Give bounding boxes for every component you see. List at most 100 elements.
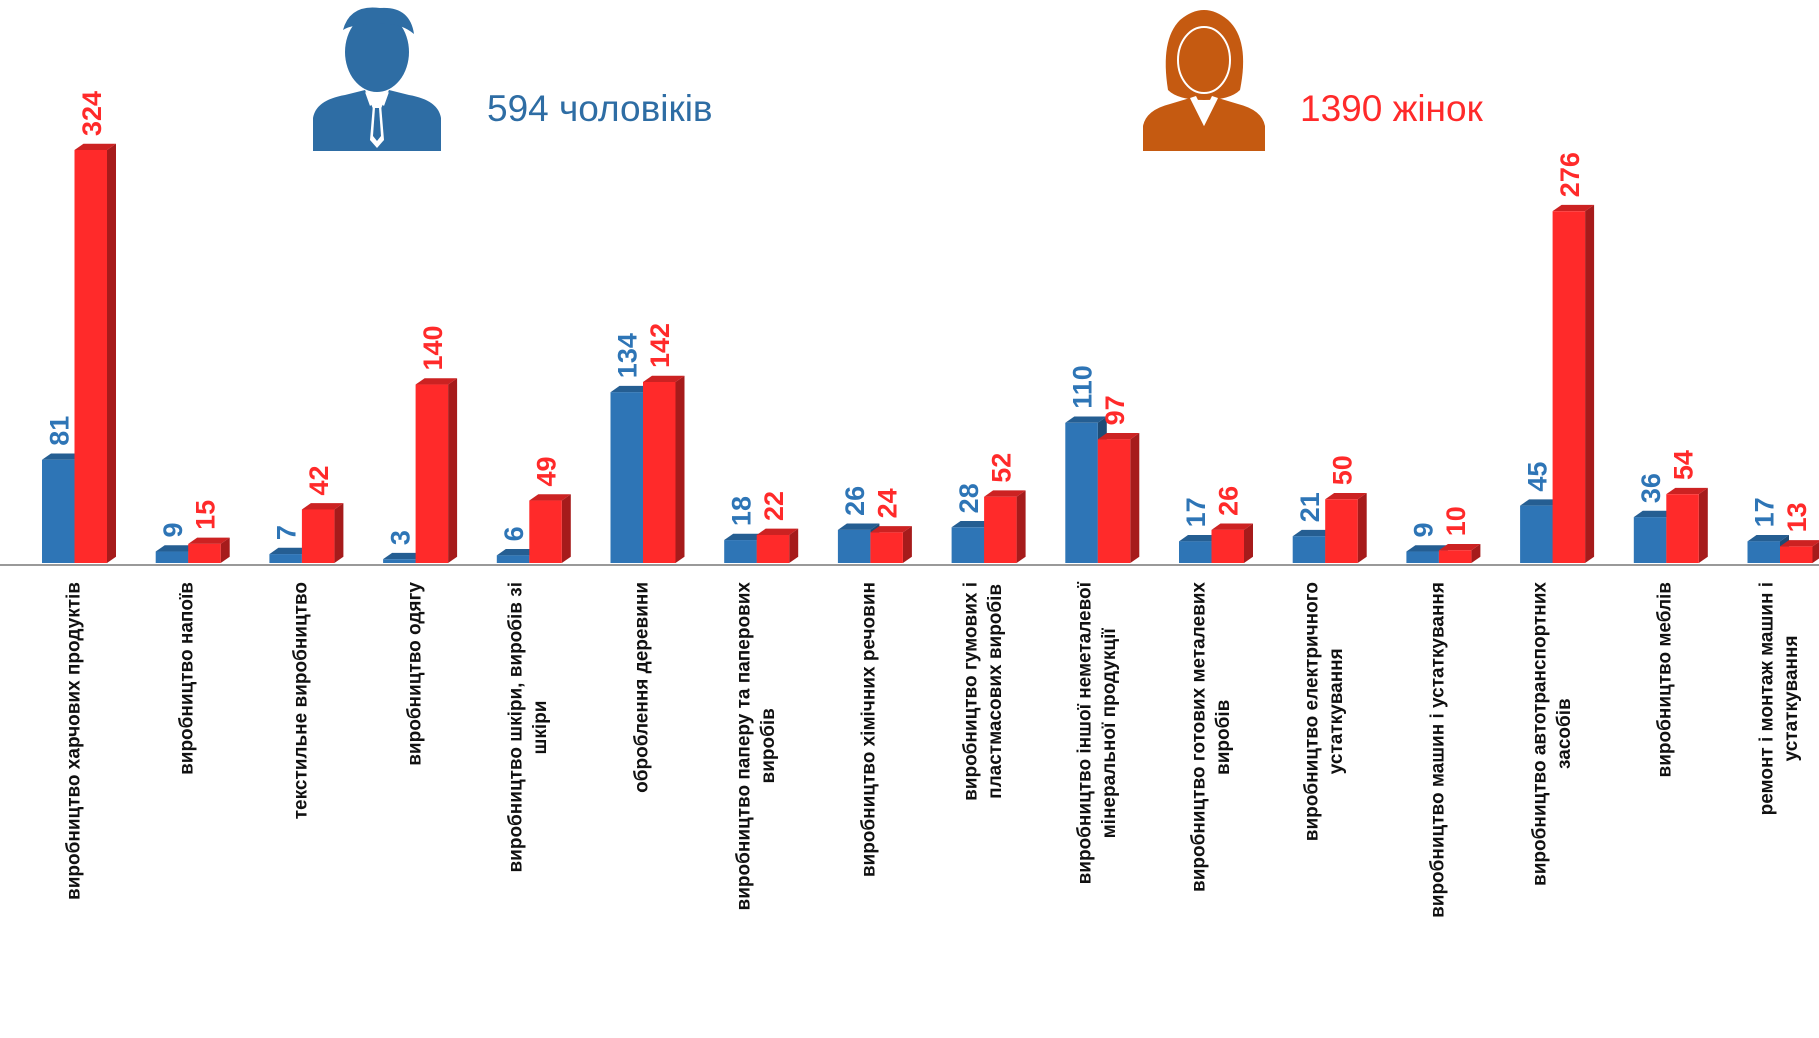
bar [756,534,790,563]
value-label: 36 [1636,473,1666,503]
bar-side [220,537,230,563]
bar-side [334,503,344,563]
value-label: 28 [954,483,984,513]
bar-top [1325,492,1367,500]
value-label: 110 [1068,365,1098,409]
bar [1666,494,1699,563]
value-label: 276 [1555,152,1585,197]
category-label: виробництво хімічних речовин [859,582,881,878]
bar [1179,541,1212,563]
bar [1406,551,1439,563]
value-label: 6 [499,526,529,541]
bar-side [448,378,458,563]
value-label: 142 [645,323,675,368]
bar-top [269,547,311,555]
value-label: 7 [272,525,302,540]
bar [1211,529,1244,563]
bar-top [1780,540,1819,547]
bar [643,381,676,563]
bar [984,496,1017,563]
bar [951,527,985,563]
bar-side [902,526,912,563]
bar [837,529,871,563]
category-label: виробництво автотранспортних засобів [1528,582,1575,886]
bar-top [870,526,912,533]
bar [1097,439,1131,563]
value-label: 50 [1327,455,1357,485]
value-label: 9 [1409,522,1439,537]
category-label: виробництво машин і устаткування [1427,582,1449,918]
bar-top [837,523,880,530]
value-label: 324 [77,91,107,136]
legend-men: 594 чоловіків [487,88,713,129]
bar-top [529,494,571,501]
bar [529,500,562,563]
bar-top [42,453,84,460]
value-label: 54 [1669,450,1699,480]
bar-top [1633,510,1676,518]
value-label: 17 [1750,497,1780,527]
category-label: оброблення деревини [631,582,653,793]
bar [1292,536,1326,563]
bar-top [1211,523,1253,530]
bar [610,392,643,563]
bar [383,559,416,563]
bar-top [951,521,994,528]
value-label: 26 [840,486,870,516]
bar [1520,505,1553,563]
bar-top [1520,499,1562,506]
value-label: 3 [385,530,415,545]
value-label: 45 [1522,462,1552,492]
category-label: ремонт і монтаж машин і устаткування [1756,582,1802,816]
man-icon [313,7,441,151]
bar-top [756,528,799,535]
bar-side [1357,492,1367,563]
bar [74,150,107,563]
bar-side [1130,433,1140,563]
value-label: 52 [986,453,1016,483]
bar-top [1666,487,1708,495]
category-label: виробництво гумових і пластмасових вироб… [960,582,1007,801]
bar-top [1179,535,1221,542]
value-label: 10 [1441,506,1471,536]
bar [1325,499,1358,563]
bar-top [1065,416,1107,423]
value-label: 24 [873,488,903,518]
value-label: 134 [613,333,643,378]
value-label: 97 [1100,395,1130,425]
bar-top [415,378,458,385]
bar-top [1292,529,1335,537]
category-label: виробництво іншої неметалевої мінерально… [1074,582,1120,885]
bar-top [1552,204,1595,212]
value-label: 49 [532,456,562,486]
bar-top [383,552,425,560]
bar-side [675,375,685,563]
bar [155,551,189,563]
category-label: виробництво паперу та паперових виробів [733,582,779,911]
category-label: виробництво електричного устаткування [1301,582,1348,842]
bar-top [1747,535,1789,542]
bar-top [188,537,230,544]
value-label: 140 [418,325,448,370]
bar [1747,541,1780,563]
value-label: 21 [1295,492,1325,522]
category-label: виробництво напоїв [176,582,198,775]
bar-top [496,549,539,556]
bar-side [1698,487,1708,563]
category-label: виробництво шкіри, виробів зі шкіри [505,582,552,873]
bar-top [74,143,116,150]
bar-top [1406,545,1448,552]
bar-top [984,490,1026,497]
bar [1438,550,1472,563]
bar [870,532,903,563]
bar [42,459,75,563]
category-label: виробництво одягу [404,582,426,766]
bar [1633,517,1667,563]
bar-top [155,545,198,552]
value-label: 26 [1214,486,1244,516]
woman-icon [1143,10,1265,151]
bar [496,555,530,563]
category-label: виробництво меблів [1654,582,1676,778]
